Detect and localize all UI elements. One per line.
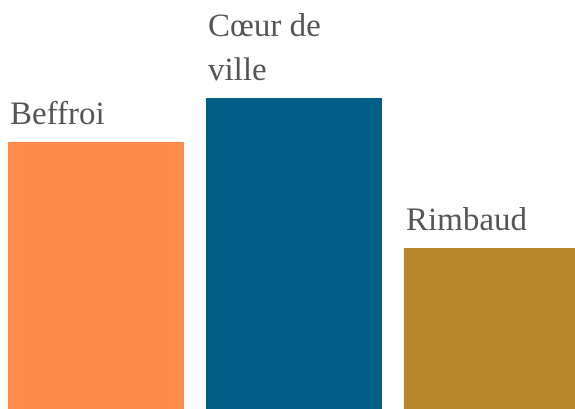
bar: [206, 98, 382, 409]
bar-label: Rimbaud: [406, 202, 527, 238]
bar-label: Beffroi: [10, 96, 105, 132]
bar: [8, 142, 184, 409]
bar: [404, 248, 575, 409]
bar-label: Cœur de ville: [208, 8, 321, 88]
